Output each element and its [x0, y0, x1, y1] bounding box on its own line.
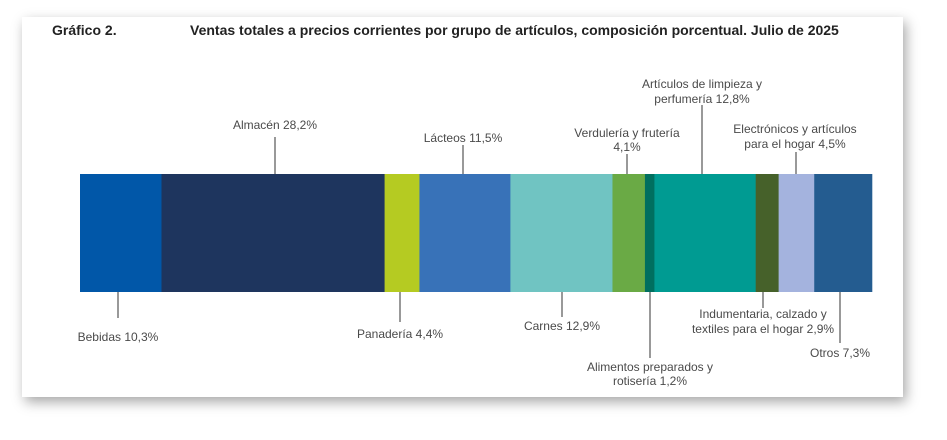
bar-segment-3: [384, 174, 420, 292]
segment-label-8: Artículos de limpieza y perfumería 12,8%: [642, 77, 762, 106]
segment-label-7: Alimentos preparados y rotisería 1,2%: [587, 360, 713, 388]
bar-segment-5: [510, 174, 613, 292]
segment-label-2: Almacén 28,2%: [233, 118, 317, 132]
segment-label-3: Panadería 4,4%: [357, 327, 443, 341]
segment-label-9: Indumentaria, calzado y textiles para el …: [692, 307, 834, 336]
segment-label-4: Lácteos 11,5%: [424, 131, 503, 145]
segment-label-1: Bebidas 10,3%: [78, 330, 159, 344]
figure-label: Gráfico 2.: [52, 22, 117, 38]
bar-segment-11: [814, 174, 873, 292]
bar-segment-1: [80, 174, 162, 292]
bar-segment-6: [612, 174, 646, 292]
segment-label-10: Electrónicos y artículos para el hogar 4,…: [733, 122, 856, 151]
segment-label-6: Verdulería y frutería 4,1%: [574, 126, 680, 154]
bar-segment-7: [644, 174, 655, 292]
segment-label-5: Carnes 12,9%: [524, 319, 600, 333]
bar-segment-9: [755, 174, 779, 292]
bar-segment-4: [419, 174, 511, 292]
bar-segment-10: [778, 174, 815, 292]
segment-label-11: Otros 7,3%: [810, 346, 870, 360]
bar-segment-2: [161, 174, 385, 292]
chart-title: Ventas totales a precios corrientes por …: [190, 22, 839, 38]
bar-segment-8: [654, 174, 756, 292]
